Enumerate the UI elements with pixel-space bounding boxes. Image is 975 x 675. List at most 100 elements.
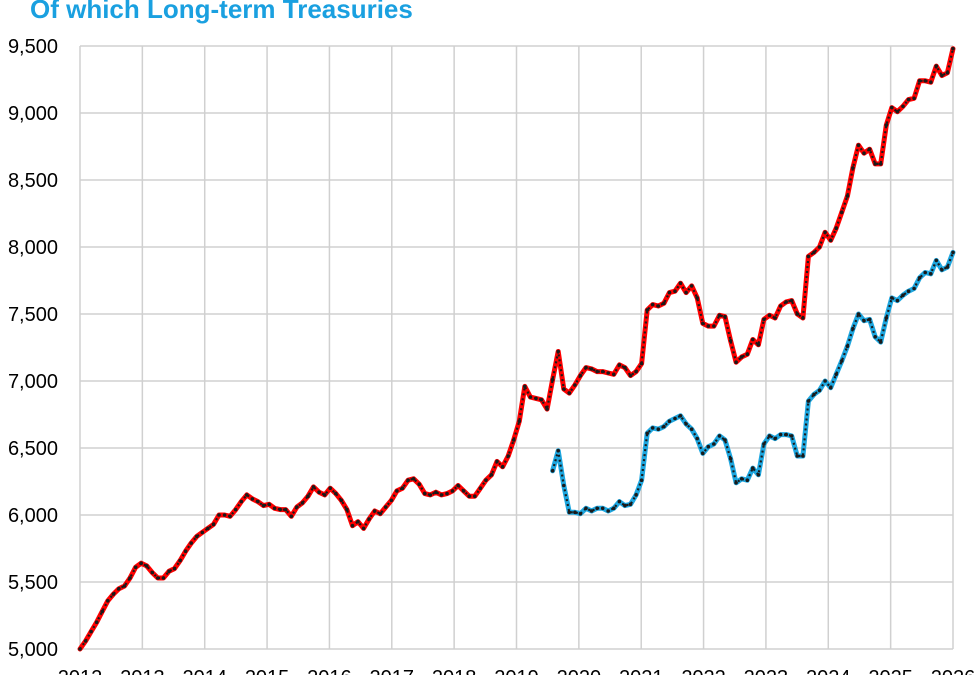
data-point [701, 451, 705, 456]
data-point [311, 485, 316, 489]
data-point [940, 73, 944, 78]
data-point [384, 505, 388, 509]
data-point [695, 296, 699, 300]
data-point [739, 355, 744, 359]
x-tick-label: 2018 [432, 667, 477, 675]
data-point [656, 304, 661, 308]
data-point [139, 561, 143, 565]
data-point [289, 514, 294, 519]
series-dot-overlay [551, 252, 955, 515]
data-point [712, 324, 716, 328]
data-point [500, 465, 505, 469]
data-point [756, 473, 761, 477]
data-point [361, 526, 366, 531]
data-point [673, 289, 677, 294]
data-point [195, 534, 199, 539]
data-point [673, 416, 677, 421]
data-point [272, 506, 277, 511]
data-point [100, 609, 104, 614]
data-point [840, 210, 844, 214]
data-point [528, 395, 533, 399]
data-point [817, 388, 822, 393]
data-point [322, 493, 327, 497]
data-point [823, 230, 827, 235]
data-point [562, 483, 566, 488]
data-point [211, 522, 216, 527]
data-point [762, 317, 766, 322]
data-point [556, 349, 560, 354]
data-point [856, 312, 861, 316]
data-point [423, 491, 427, 496]
data-point [712, 442, 716, 446]
data-point [578, 511, 583, 516]
data-point [589, 367, 594, 371]
data-point [867, 147, 872, 151]
data-point [389, 498, 394, 503]
x-axis-tick-labels: 2012 2013 2014 2015 2016 2017 2018 2019 2020 2021… [58, 667, 975, 675]
data-point [267, 502, 271, 507]
x-tick-label: 2019 [494, 667, 539, 675]
data-point [306, 494, 310, 499]
data-point [200, 530, 205, 535]
x-tick-label: 2020 [557, 667, 602, 675]
data-point [144, 564, 149, 568]
data-point [645, 431, 649, 436]
data-point [662, 301, 666, 306]
data-point [767, 313, 772, 318]
data-point [567, 510, 572, 515]
data-point [117, 586, 121, 591]
data-point [650, 302, 655, 307]
data-point [923, 270, 927, 275]
data-point [550, 469, 555, 473]
data-point [695, 436, 699, 441]
data-point [367, 517, 371, 521]
data-point [278, 507, 283, 512]
data-point [717, 434, 722, 438]
data-point [356, 519, 360, 524]
data-point [550, 377, 555, 382]
data-point [606, 371, 610, 375]
data-point [862, 151, 866, 155]
data-point [812, 392, 816, 397]
x-tick-label: 2012 [58, 667, 103, 675]
data-point [78, 647, 82, 651]
data-point [917, 79, 922, 83]
data-point [884, 316, 889, 320]
data-point [178, 558, 182, 563]
data-point [834, 226, 838, 230]
series-line [550, 249, 956, 517]
data-point [545, 407, 549, 411]
data-point [489, 473, 494, 477]
data-point [400, 486, 405, 491]
data-point [773, 316, 777, 320]
data-point [150, 570, 155, 575]
data-point [801, 316, 805, 320]
data-point [94, 620, 99, 624]
chart-title: Of which Long-term Treasuries [30, 0, 413, 24]
data-point [901, 104, 905, 109]
data-point [817, 245, 822, 249]
data-point [895, 298, 900, 303]
data-point [634, 493, 638, 497]
data-point [845, 344, 850, 349]
data-point [478, 486, 483, 491]
data-point [523, 384, 527, 389]
data-point [867, 317, 872, 322]
data-point [890, 105, 894, 110]
data-point [172, 566, 177, 571]
y-tick-label: 6,000 [8, 505, 58, 527]
data-point [689, 427, 694, 432]
data-point [856, 143, 861, 147]
data-point [912, 286, 916, 291]
data-point [689, 284, 694, 288]
x-tick-label: 2021 [619, 667, 664, 675]
data-point [634, 369, 638, 374]
data-point [156, 576, 160, 580]
data-point [851, 166, 855, 170]
data-point [167, 569, 171, 574]
data-point [945, 71, 950, 75]
data-point [828, 238, 833, 243]
data-point [806, 254, 811, 259]
data-point [473, 494, 477, 499]
x-tick-label: 2016 [307, 667, 352, 675]
